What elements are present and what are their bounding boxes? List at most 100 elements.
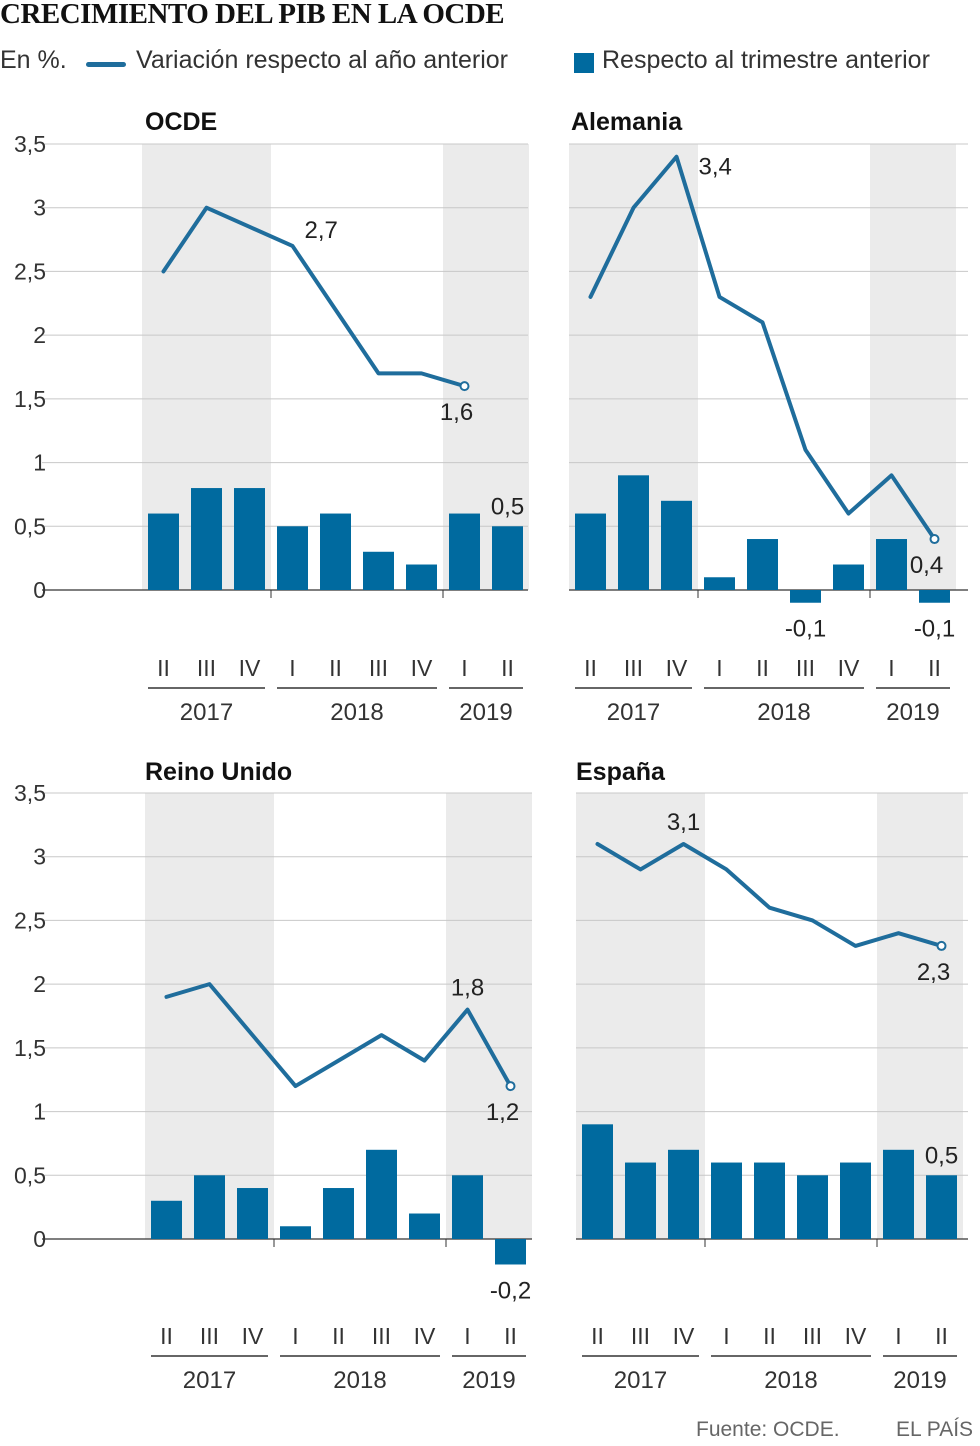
x-tick-label: I	[292, 1323, 298, 1349]
bar	[237, 1188, 268, 1239]
bar	[151, 1200, 182, 1239]
year-band	[145, 793, 274, 1239]
bar	[234, 488, 265, 590]
bar	[582, 1124, 613, 1239]
line-series	[588, 154, 937, 542]
line-series	[161, 205, 467, 389]
year-label: 2018	[764, 1367, 817, 1394]
x-tick-label: IV	[242, 1323, 264, 1349]
data-label: -0,2	[490, 1277, 531, 1304]
x-tick-label: II	[928, 655, 941, 681]
year-label: 2019	[893, 1367, 946, 1394]
x-tick-label: I	[895, 1323, 901, 1349]
bar	[449, 513, 480, 590]
data-label: 2,3	[917, 959, 950, 986]
bar	[366, 1149, 397, 1239]
x-tick-label: II	[591, 1323, 604, 1349]
year-label: 2018	[330, 699, 383, 726]
year-label: 2017	[614, 1367, 667, 1394]
bar	[926, 1175, 957, 1239]
y-tick-label: 1,5	[14, 1035, 46, 1061]
bar	[148, 513, 179, 590]
y-tick-label: 0,5	[14, 513, 46, 539]
data-label: 2,7	[305, 217, 338, 244]
bar	[754, 1162, 785, 1239]
bar	[191, 488, 222, 590]
y-tick-label: 2	[33, 971, 46, 997]
year-band	[870, 144, 956, 590]
bar	[492, 526, 523, 590]
x-tick-label: I	[723, 1323, 729, 1349]
bar	[363, 551, 394, 590]
x-tick-label: I	[464, 1323, 470, 1349]
y-tick-label: 1	[33, 1099, 46, 1125]
x-tick-label: III	[197, 655, 216, 681]
x-tick-label: II	[584, 655, 597, 681]
year-label: 2019	[462, 1367, 515, 1394]
x-tick-label: II	[160, 1323, 173, 1349]
bar	[618, 475, 649, 590]
bar	[495, 1239, 526, 1265]
y-tick-label: 2	[33, 322, 46, 348]
chart-title: CRECIMIENTO DEL PIB EN LA OCDE	[0, 0, 505, 30]
credit: EL PAÍS	[896, 1418, 974, 1441]
x-tick-label: IV	[239, 655, 261, 681]
x-tick-label: II	[935, 1323, 948, 1349]
panel-title: Reino Unido	[145, 758, 292, 786]
data-label: 0,5	[491, 493, 524, 520]
bar	[876, 539, 907, 590]
bar	[711, 1162, 742, 1239]
bar	[797, 1175, 828, 1239]
source-note: Fuente: OCDE.	[696, 1418, 840, 1441]
legend: En %. Variación respecto al año anterior…	[0, 46, 980, 80]
y-tick-label: 3	[33, 844, 46, 870]
bar	[704, 577, 735, 590]
x-tick-label: I	[888, 655, 894, 681]
year-label: 2019	[459, 699, 512, 726]
x-tick-label: III	[369, 655, 388, 681]
legend-bar-label: Respecto al trimestre anterior	[602, 46, 930, 74]
y-tick-label: 1	[33, 450, 46, 476]
bar	[883, 1149, 914, 1239]
y-tick-label: 2,5	[14, 907, 46, 933]
x-tick-label: II	[501, 655, 514, 681]
year-label: 2017	[183, 1367, 236, 1394]
x-tick-label: IV	[414, 1323, 436, 1349]
panel-title: OCDE	[145, 108, 217, 136]
bar	[323, 1188, 354, 1239]
bar	[406, 564, 437, 590]
data-label: 3,4	[699, 154, 732, 181]
year-label: 2019	[886, 699, 939, 726]
x-tick-label: II	[763, 1323, 776, 1349]
line-series	[164, 982, 513, 1089]
y-tick-label: 3,5	[14, 131, 46, 157]
y-tick-label: 0	[33, 577, 46, 603]
x-tick-label: I	[461, 655, 467, 681]
bar	[625, 1162, 656, 1239]
x-tick-label: III	[200, 1323, 219, 1349]
year-label: 2018	[333, 1367, 386, 1394]
panel-title: España	[576, 758, 666, 786]
line-end-marker	[459, 381, 470, 392]
y-tick-label: 1,5	[14, 386, 46, 412]
x-tick-label: III	[803, 1323, 822, 1349]
bar	[790, 590, 821, 603]
x-tick-label: II	[504, 1323, 517, 1349]
legend-line-label: Variación respecto al año anterior	[136, 46, 508, 74]
bar	[668, 1149, 699, 1239]
x-tick-label: II	[157, 655, 170, 681]
y-tick-label: 3	[33, 195, 46, 221]
y-tick-label: 0	[33, 1226, 46, 1252]
data-label: -0,1	[785, 616, 826, 643]
y-tick-label: 0,5	[14, 1162, 46, 1188]
panel-title: Alemania	[571, 108, 683, 136]
bar	[452, 1175, 483, 1239]
x-tick-label: III	[631, 1323, 650, 1349]
x-tick-label: III	[372, 1323, 391, 1349]
bar	[840, 1162, 871, 1239]
line-end-marker	[936, 940, 947, 951]
x-tick-label: III	[796, 655, 815, 681]
